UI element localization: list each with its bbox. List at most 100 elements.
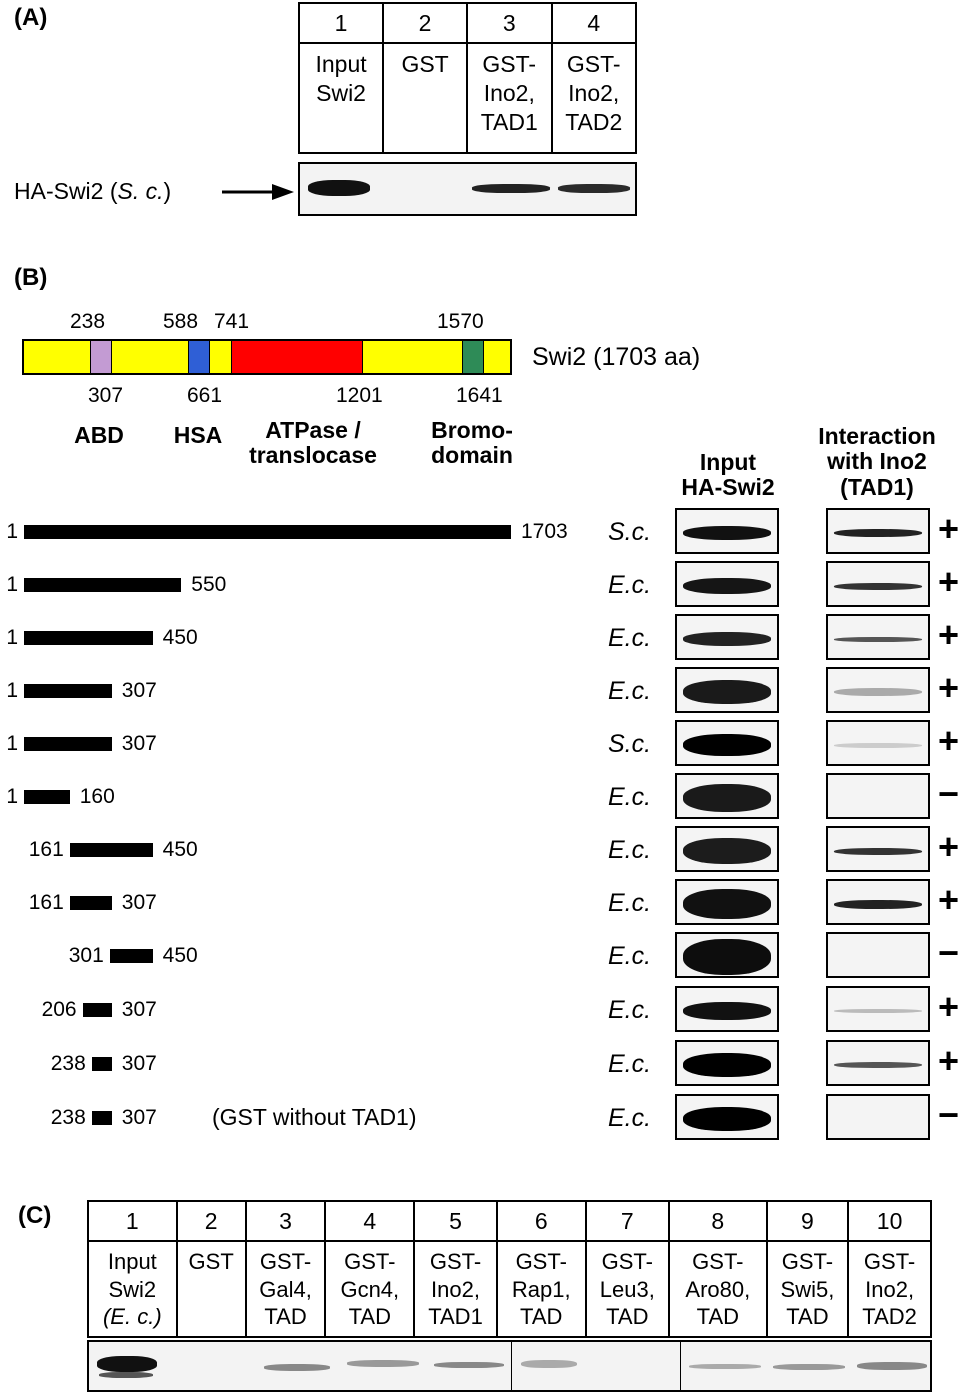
lane-desc-line: Swi2 [316,79,366,106]
interaction-blot [826,508,930,554]
lane-desc-line: TAD2 [565,108,623,135]
swi2-domain-map [22,339,512,375]
interaction-sign: + [938,826,960,867]
position-label: 307 [88,384,124,407]
blot-band [834,1009,922,1013]
lane-number: 5 [413,1200,498,1242]
interaction-sign: + [938,986,960,1027]
input-blot [675,986,779,1032]
interaction-blot [826,720,930,766]
domain-label-abd: ABD [74,422,124,448]
input-blot [675,667,779,713]
protein-label: Swi2 (1703 aa) [532,343,701,371]
fragment-end-label: 1703 [521,520,568,543]
lane-desc-line: Swi2 [108,1276,157,1302]
lane-desc-line: Gal4, [259,1276,312,1302]
blot-band [683,578,771,594]
lane-desc-line: Ino2, [483,79,535,106]
input-blot [675,561,779,607]
interaction-sign: − [938,1094,960,1135]
input-blot [675,1040,779,1086]
lane-number: 3 [466,2,553,44]
blot-band [683,1107,771,1131]
input-blot [675,932,779,978]
lane-desc-line: Ino2, [431,1276,480,1302]
lane-number: 1 [297,2,385,44]
lane-number: 1 [87,1200,178,1242]
lane-number: 6 [495,1200,587,1242]
fragment-start-label: 1 [6,679,18,702]
lane-description: GST- Leu3, TAD [584,1240,671,1338]
lane-desc-line: GST- [482,51,537,77]
input-blot [675,720,779,766]
blot-band [834,847,922,855]
fragment-start-label: 1 [6,520,18,543]
blot-band [99,1372,153,1378]
lane-desc-line: GST [401,51,449,77]
lane-desc-line: TAD [520,1304,563,1329]
interaction-sign: − [938,932,960,973]
input-blot [675,773,779,819]
fragment-bar [24,684,112,698]
fragment-start-label: 206 [41,998,77,1021]
interaction-sign: + [938,1040,960,1081]
lane-desc-line: GST- [692,1249,744,1274]
lane-number: 10 [847,1200,932,1242]
blot-band [683,1053,771,1077]
lane-description: GST- Rap1, TAD [495,1240,587,1338]
fragment-bar [109,949,153,963]
blot-label-close: ) [163,178,172,204]
domain-label-hsa: HSA [173,422,223,448]
blot-band [434,1362,504,1368]
position-label: 1201 [336,384,383,407]
expression-source: E.c. [608,624,652,652]
blot-band [683,734,771,756]
lane-desc-line: TAD [696,1304,740,1329]
column-header-interaction: Interaction with Ino2 (TAD1) [818,423,936,500]
fragment-start-label: 1 [6,732,18,755]
bromo-domain [462,341,484,373]
lane-desc-line: GST [188,1249,234,1274]
blot-band [347,1360,419,1367]
position-label: 1570 [437,310,484,333]
input-blot [675,614,779,660]
lane-desc-line: Leu3, [599,1276,655,1302]
blot-band [683,526,771,540]
blot-label-text: HA-Swi2 ( [14,178,118,204]
expression-source: E.c. [608,996,652,1024]
lane-desc-line: GST- [566,51,621,77]
blot-band [857,1362,927,1370]
blot-band [834,529,922,537]
lane-desc-line: TAD [264,1304,307,1329]
lane-desc-line: TAD [786,1304,829,1329]
interaction-blot [826,826,930,872]
interaction-sign: + [938,879,960,920]
expression-source: E.c. [608,783,652,811]
fragment-start-label: 1 [6,626,18,649]
blot-label: HA-Swi2 (S. c.) [14,178,171,205]
fragment-bar [24,525,511,539]
interaction-blot [826,667,930,713]
blot-band [472,184,550,193]
blot-band [683,889,771,919]
expression-source: S.c. [608,518,652,546]
fragment-bar [91,1057,112,1071]
panel-c-letter: (C) [18,1202,52,1229]
position-label: 661 [187,384,223,407]
lane-description: GST- Gcn4, TAD [324,1240,416,1338]
expression-source: E.c. [608,1104,652,1132]
expression-source: E.c. [608,836,652,864]
domain-label-bromo: Bromo- domain [431,417,513,469]
interaction-blot [826,986,930,1032]
expression-source: E.c. [608,1050,652,1078]
fragment-start-label: 1 [6,785,18,808]
interaction-sign: + [938,667,960,708]
lane-number: 2 [382,2,469,44]
fragment-bar [69,896,112,910]
fragment-start-label: 161 [28,838,64,861]
lane-desc-line: Ino2, [865,1276,915,1302]
lane-desc-line: Rap1, [511,1276,571,1302]
position-label: 238 [70,310,106,333]
position-label: 588 [163,310,199,333]
fragment-start-label: 238 [50,1052,86,1075]
